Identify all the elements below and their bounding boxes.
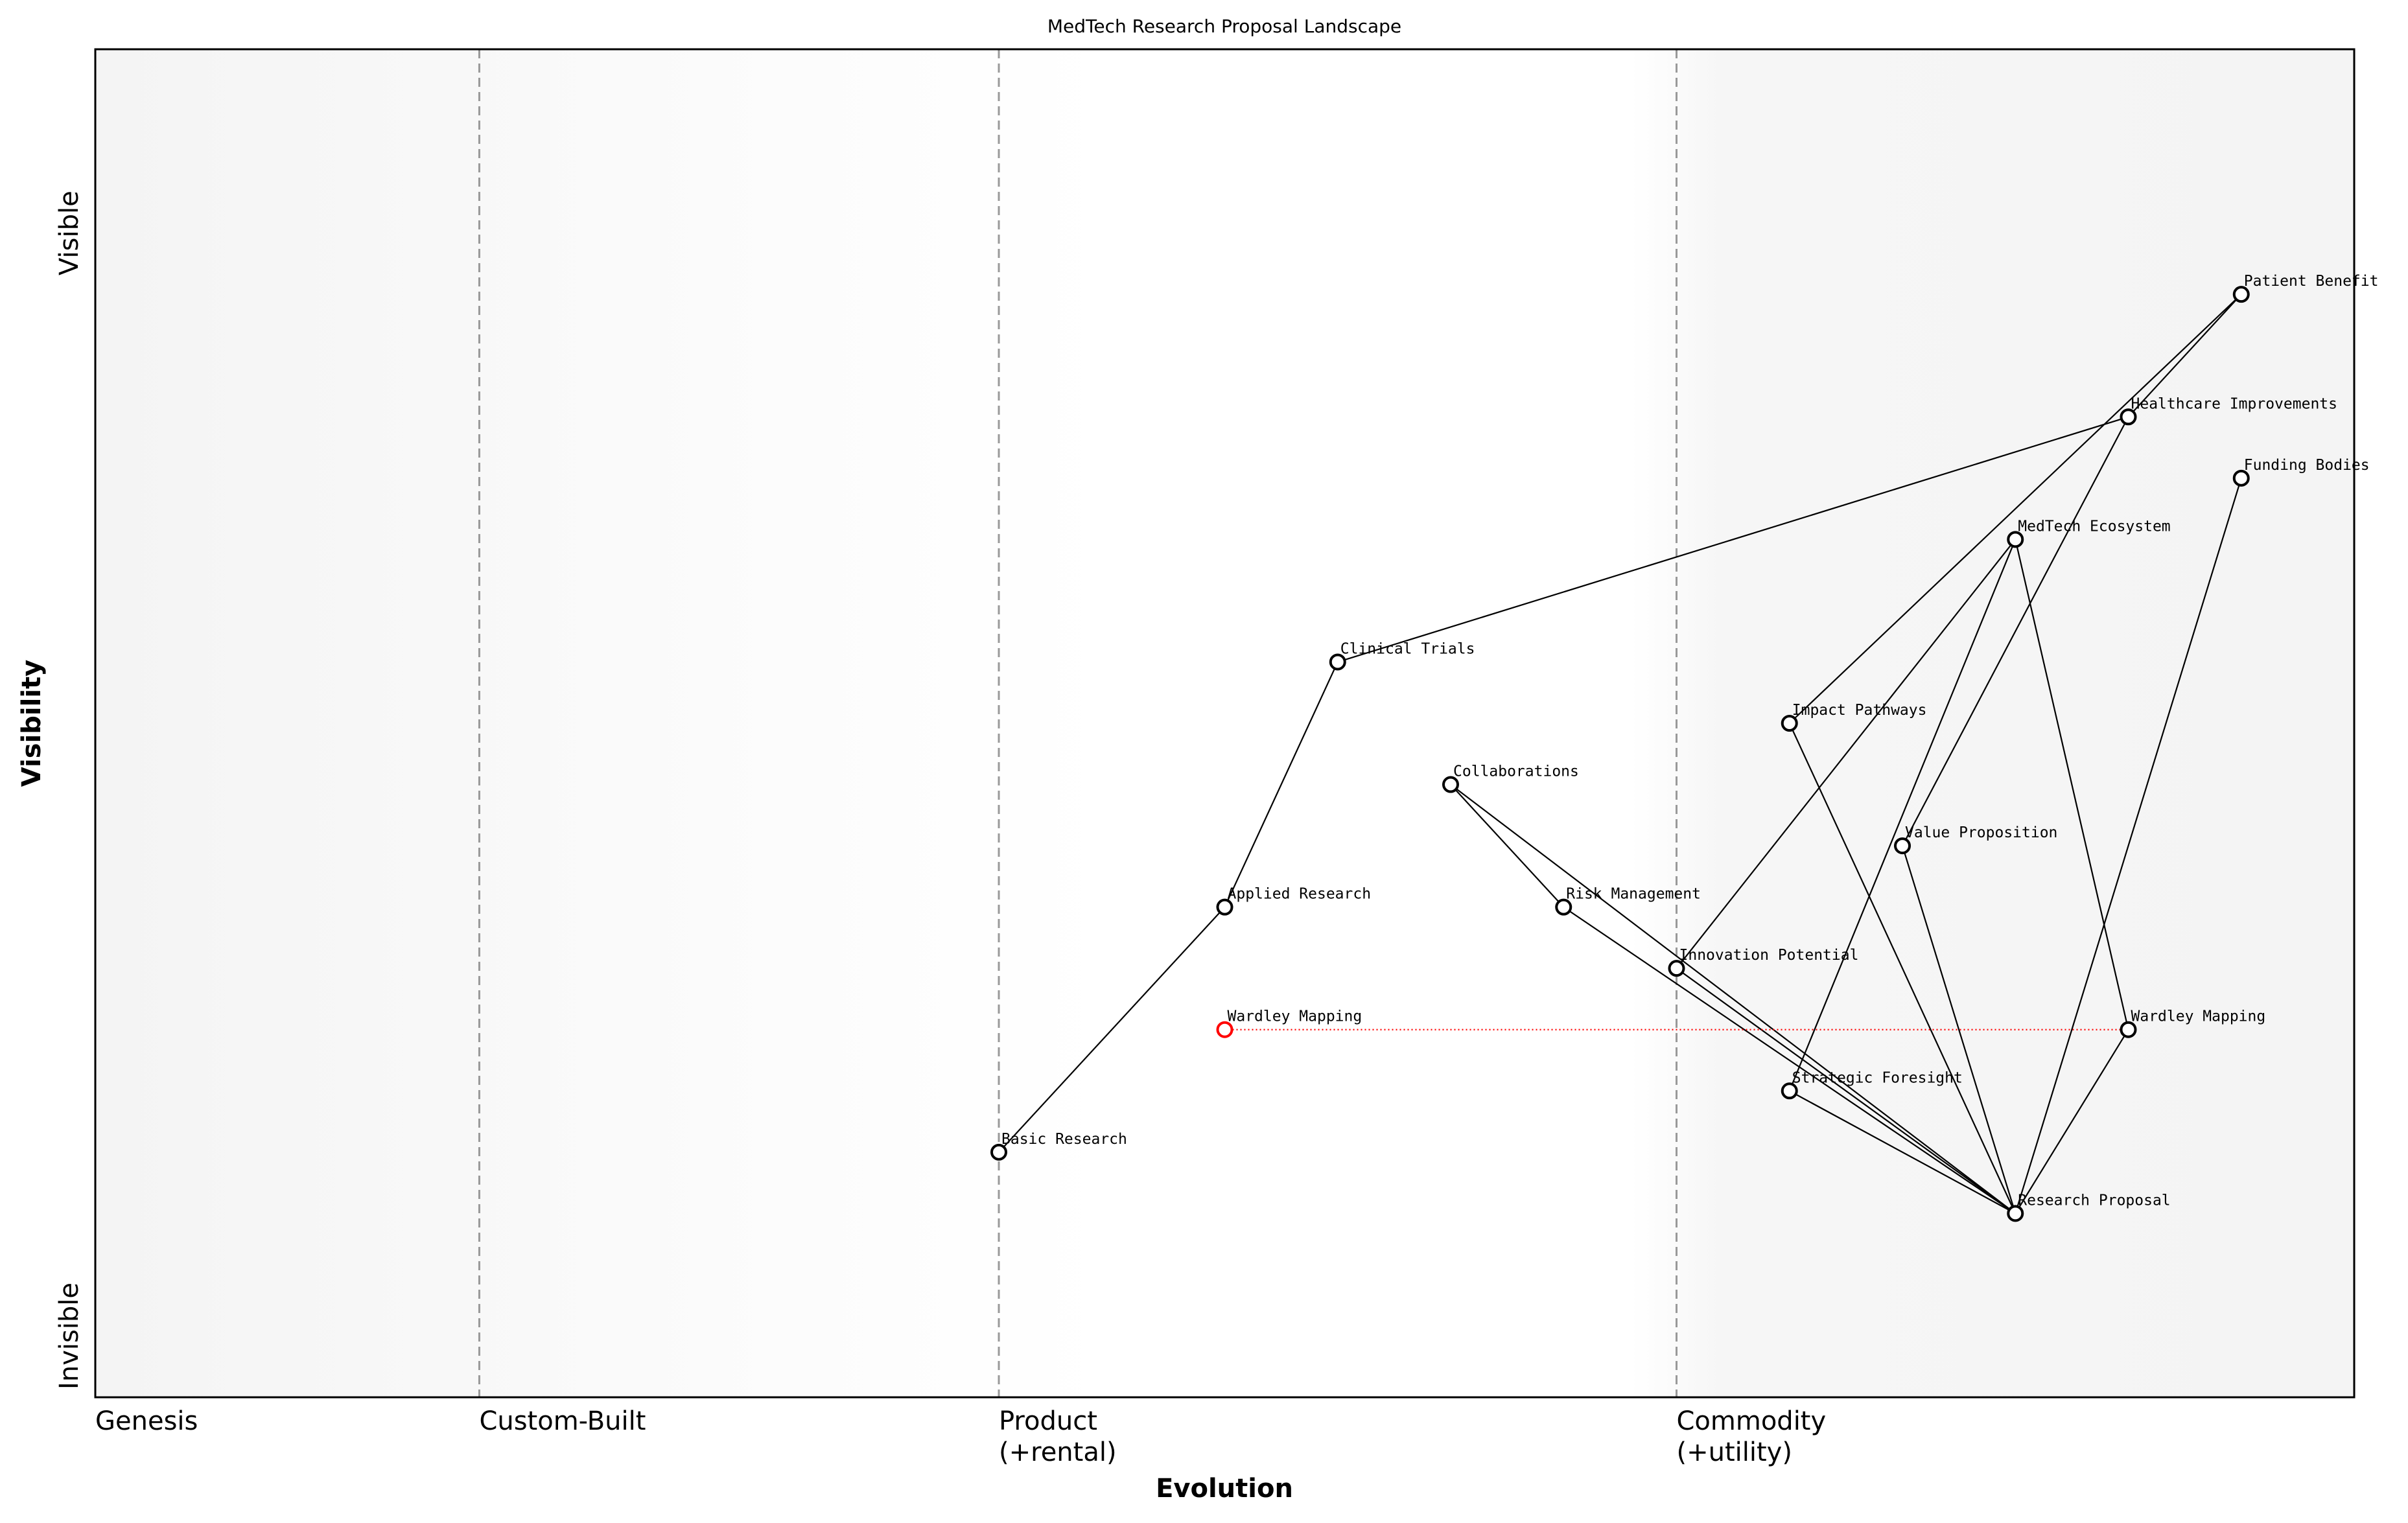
x-tick-label: Custom-Built <box>479 1406 646 1436</box>
node-label: Applied Research <box>1228 886 1372 903</box>
x-axis-title: Evolution <box>1156 1474 1293 1504</box>
x-tick-label: Genesis <box>95 1406 198 1436</box>
dependency-link <box>1337 416 2129 663</box>
node-label: Patient Benefit <box>2244 273 2379 290</box>
node-label: Wardley Mapping <box>1228 1008 1362 1025</box>
node-label: Funding Bodies <box>2244 457 2370 474</box>
dependency-link <box>2015 478 2242 1214</box>
node-label: Risk Management <box>1566 886 1701 903</box>
x-tick-label: Product (+rental) <box>999 1406 1117 1467</box>
component-node <box>1329 653 1346 671</box>
dependency-link <box>2015 1029 2129 1214</box>
component-node <box>1668 960 1685 977</box>
dependency-link <box>1902 416 2129 846</box>
component-node <box>2007 1205 2024 1222</box>
component-node <box>1216 1021 1233 1038</box>
y-tick-label: Invisible <box>54 1283 84 1389</box>
component-node <box>2120 408 2137 426</box>
dependency-link <box>1789 1090 2016 1215</box>
node-label: Research Proposal <box>2018 1192 2170 1209</box>
node-label: Strategic Foresight <box>1792 1069 1963 1086</box>
component-node <box>1894 837 1911 855</box>
dependency-link <box>2127 294 2242 418</box>
dependency-link <box>1788 723 2016 1214</box>
node-label: Healthcare Improvements <box>2131 395 2338 412</box>
node-label: Value Proposition <box>1905 824 2057 841</box>
dependency-link <box>1450 784 2016 1215</box>
node-label: Innovation Potential <box>1679 947 1859 964</box>
component-node <box>2120 1021 2137 1038</box>
node-label: Basic Research <box>1001 1131 1127 1148</box>
node-label: Clinical Trials <box>1340 640 1475 657</box>
component-node <box>990 1143 1007 1161</box>
dependency-link <box>1450 784 1565 908</box>
component-node <box>1216 898 1233 916</box>
component-node <box>1781 715 1798 732</box>
component-node <box>1555 898 1572 916</box>
plot-background <box>95 49 2354 1397</box>
plot-frame <box>94 48 2355 1399</box>
dependency-link <box>1901 845 2016 1214</box>
node-label: Impact Pathways <box>1792 702 1927 719</box>
dependency-link <box>998 906 1226 1153</box>
plot-layer: Patient Benefit Healthcare Improvements Fu… <box>478 49 2379 1397</box>
component-node <box>2232 469 2250 487</box>
component-node <box>1781 1082 1798 1100</box>
dependency-link <box>2015 539 2129 1030</box>
y-axis-title: Visibility <box>17 660 47 787</box>
node-label: MedTech Ecosystem <box>2018 518 2170 535</box>
component-node <box>1442 776 1459 793</box>
dependency-link <box>1224 661 1338 908</box>
node-label: Collaborations <box>1453 763 1579 780</box>
dependency-link <box>1676 539 2016 969</box>
y-tick-label: Visible <box>54 191 84 275</box>
dependency-link <box>1788 539 2016 1091</box>
dependency-link <box>1788 294 2242 724</box>
component-node <box>2007 531 2024 548</box>
dependency-link <box>1563 906 2016 1215</box>
component-node <box>2232 286 2250 303</box>
chart-title: MedTech Research Proposal Landscape <box>1047 16 1401 37</box>
node-label: Wardley Mapping <box>2131 1008 2266 1025</box>
dependency-link <box>1676 968 2016 1215</box>
x-tick-label: Commodity (+utility) <box>1677 1406 1827 1467</box>
